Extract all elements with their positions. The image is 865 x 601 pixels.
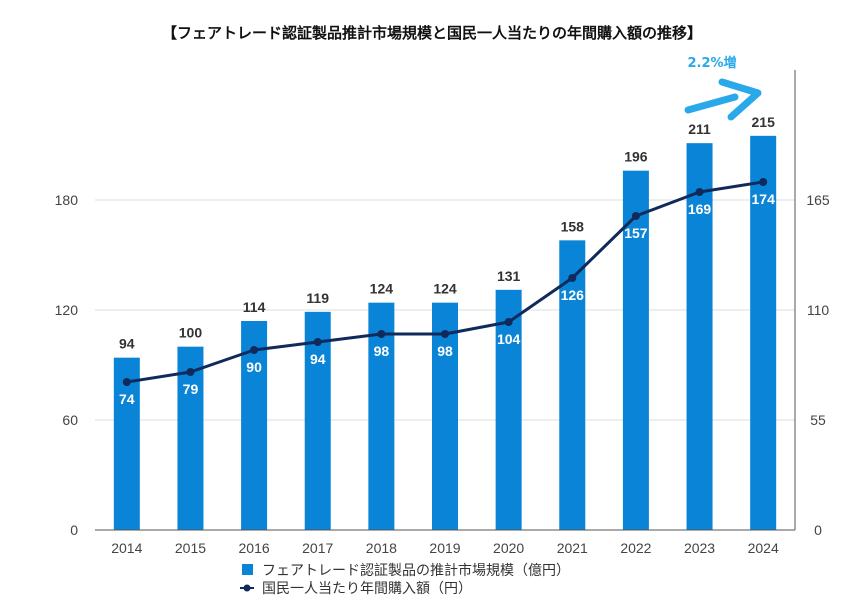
line-value-label: 98	[437, 343, 453, 359]
legend: フェアトレード認証製品の推計市場規模（億円） 国民一人当たり年間購入額（円）	[240, 562, 570, 597]
line-value-label: 90	[246, 359, 262, 375]
bar	[622, 170, 649, 530]
chart-title: 【フェアトレード認証製品推計市場規模と国民一人当たりの年間購入額の推移】	[162, 24, 702, 42]
bar-value-label: 158	[561, 218, 585, 234]
line-value-label: 94	[310, 351, 326, 367]
bar-value-label: 211	[688, 121, 711, 137]
bar	[113, 357, 140, 530]
line-value-label: 169	[688, 201, 712, 217]
growth-annotation: 2.2%増	[684, 55, 762, 121]
data-labels: 94 100 114 119 124 124 131 158 196 211 215 74 79 90 94…	[119, 114, 775, 407]
line-value-label: 74	[119, 391, 135, 407]
bar	[432, 302, 458, 530]
x-axis-tick-label: 2020	[493, 540, 524, 556]
legend-bar-swatch	[242, 564, 253, 575]
growth-annotation-text: 2.2%増	[687, 55, 736, 71]
left-axis-tick-label: 120	[55, 302, 79, 318]
bar-value-label: 215	[752, 114, 776, 130]
line-point	[313, 338, 322, 346]
bar	[686, 143, 713, 530]
line-point	[250, 346, 259, 354]
line-point	[695, 188, 704, 196]
legend-bar-label: フェアトレード認証製品の推計市場規模（億円）	[262, 562, 570, 579]
bar-value-label: 119	[306, 290, 329, 306]
bar	[559, 240, 586, 531]
bar-series	[113, 135, 777, 531]
bar	[495, 289, 522, 530]
x-axis-tick-label: 2018	[366, 540, 397, 556]
bar-value-label: 124	[433, 281, 457, 297]
right-axis-tick-label: 165	[806, 192, 830, 208]
left-axis-tick-label: 60	[62, 412, 78, 428]
bar	[304, 311, 331, 530]
growth-arrow-icon	[684, 93, 739, 114]
x-axis-tick-label: 2023	[684, 540, 715, 556]
bar-value-label: 196	[624, 149, 648, 165]
right-axis-tick-label: 0	[814, 522, 822, 538]
right-axis-tick-label: 110	[807, 302, 830, 318]
line-point	[631, 212, 640, 220]
line-value-label: 104	[497, 331, 521, 347]
line-point	[186, 368, 195, 376]
x-axis-tick-label: 2024	[748, 540, 779, 556]
bar	[177, 346, 204, 530]
line-point	[441, 330, 449, 338]
growth-arrowhead-icon	[718, 78, 762, 121]
line-value-label: 126	[561, 287, 585, 303]
legend-line-label: 国民一人当たり年間購入額（円）	[262, 581, 472, 597]
x-axis-tick-label: 2022	[620, 540, 651, 556]
x-axis-tick-label: 2015	[175, 540, 206, 556]
legend-line-marker	[243, 584, 251, 592]
axes: 0 60 120 180 0 55 110 165 2014 2015 2016 2017 2018 20…	[55, 70, 830, 556]
line-point	[504, 318, 513, 326]
bar	[750, 135, 777, 531]
left-axis-tick-label: 180	[55, 192, 79, 208]
bar-value-label: 124	[370, 281, 394, 297]
x-axis-tick-label: 2021	[557, 540, 588, 556]
line-point	[568, 274, 577, 282]
left-axis-tick-label: 0	[70, 522, 78, 538]
x-axis-tick-label: 2019	[429, 540, 460, 556]
x-axis-tick-label: 2017	[302, 540, 333, 556]
bar-value-label: 100	[179, 325, 203, 341]
bar-value-label: 114	[243, 299, 266, 315]
line-series	[122, 178, 768, 386]
right-axis-tick-label: 55	[810, 412, 826, 428]
line-point	[377, 330, 386, 338]
line-value-label: 79	[183, 381, 199, 397]
line-value-label: 157	[624, 225, 648, 241]
bar-value-label: 94	[119, 336, 135, 352]
x-axis-tick-label: 2016	[239, 540, 270, 556]
bar	[368, 302, 395, 530]
line-point	[122, 378, 131, 386]
line-value-label: 98	[374, 343, 390, 359]
bar-value-label: 131	[497, 268, 521, 284]
line-value-label: 174	[752, 191, 776, 207]
line-point	[759, 178, 768, 186]
x-axis-tick-label: 2014	[111, 540, 142, 556]
bar	[241, 321, 268, 530]
